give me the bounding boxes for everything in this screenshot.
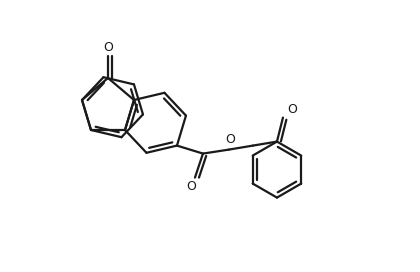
Text: O: O [103,41,113,54]
Text: O: O [225,132,235,146]
Text: O: O [186,180,196,193]
Text: O: O [287,103,297,116]
